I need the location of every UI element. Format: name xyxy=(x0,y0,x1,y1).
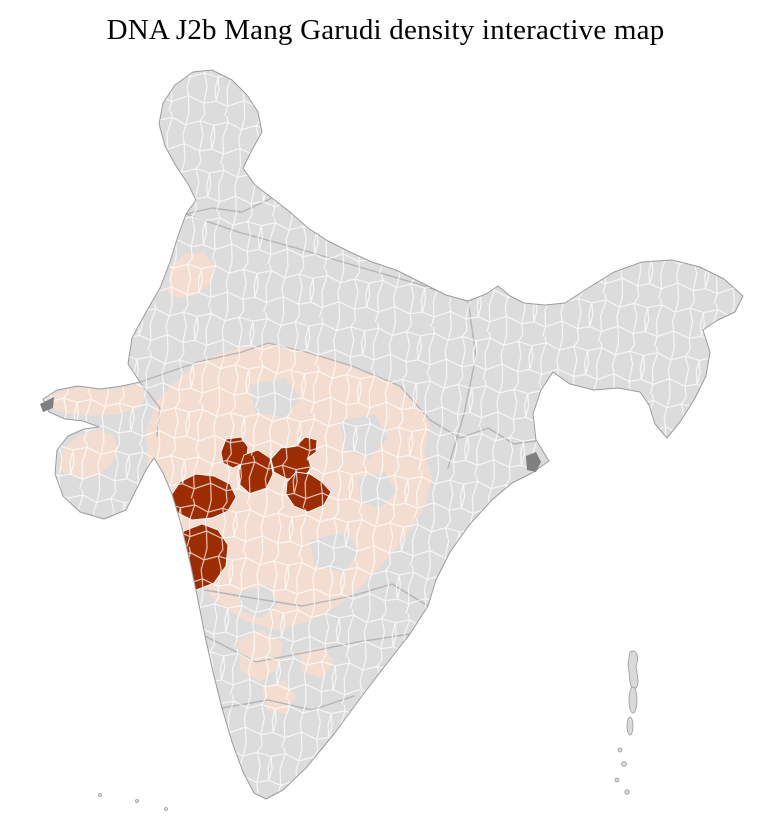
page-title: DNA J2b Mang Garudi density interactive … xyxy=(106,14,665,46)
lakshadweep-islands[interactable] xyxy=(98,793,168,811)
island[interactable] xyxy=(628,686,638,714)
island[interactable] xyxy=(621,761,627,767)
india-outline xyxy=(42,69,744,800)
island[interactable] xyxy=(624,789,630,795)
island[interactable] xyxy=(617,747,623,753)
dark-marker xyxy=(526,452,541,472)
district-borders-mesh xyxy=(43,70,743,799)
island[interactable] xyxy=(164,807,168,811)
dark-marker xyxy=(40,397,54,412)
island[interactable] xyxy=(627,650,639,689)
island[interactable] xyxy=(614,777,620,783)
dark-markers xyxy=(40,397,541,472)
island[interactable] xyxy=(626,716,634,736)
andaman-nicobar-islands[interactable] xyxy=(614,650,639,795)
island[interactable] xyxy=(135,799,139,803)
island[interactable] xyxy=(98,793,102,797)
